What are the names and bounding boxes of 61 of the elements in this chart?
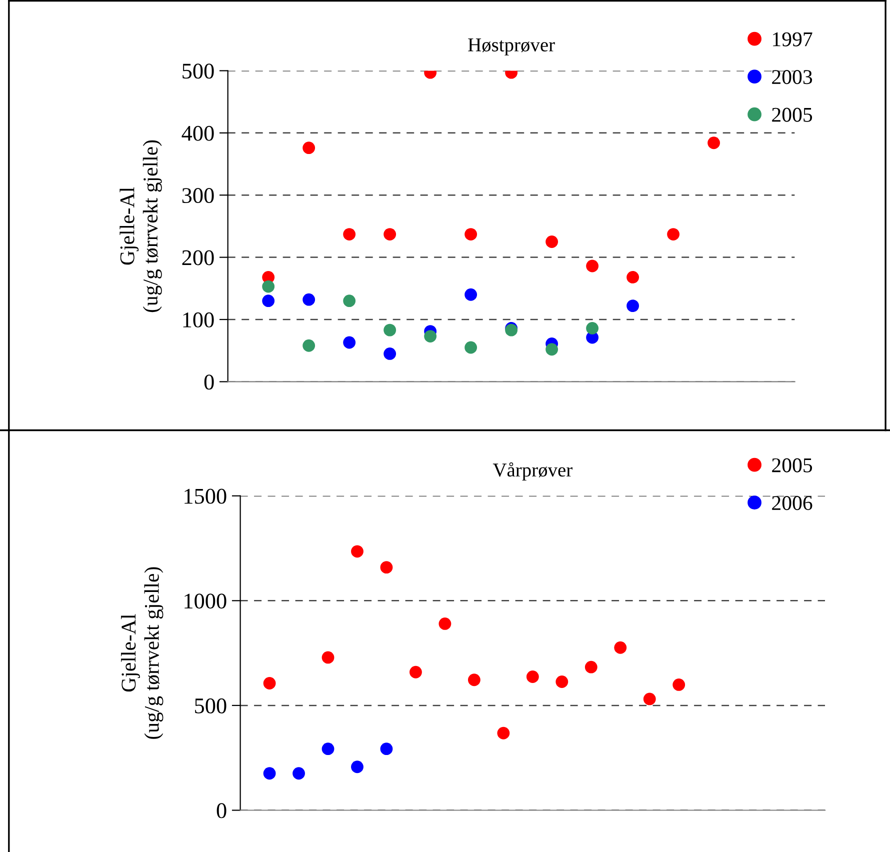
legend-label: 2003 (772, 70, 812, 84)
point (302, 293, 316, 306)
point (464, 288, 478, 301)
point (410, 666, 422, 678)
point (438, 618, 452, 630)
point (556, 676, 568, 688)
legend-label: 2005 (772, 108, 812, 122)
point (322, 742, 334, 756)
point (643, 692, 656, 706)
point (614, 641, 627, 654)
point (584, 660, 598, 674)
point (526, 670, 539, 683)
point (667, 228, 680, 241)
chart-title: Vårprøver (492, 462, 572, 481)
y-tick-label: 100 (183, 312, 214, 328)
point (626, 300, 639, 312)
point (263, 677, 276, 690)
point (263, 767, 276, 780)
point (708, 136, 720, 150)
point (262, 294, 275, 308)
point (343, 294, 356, 308)
point (380, 561, 393, 574)
legend-label: 1997 (773, 32, 812, 46)
point (626, 270, 639, 284)
point (384, 228, 396, 241)
y-axis-title: Gjelle-Al (ug/g tørrvekt gjelle) (121, 567, 164, 739)
point (343, 336, 356, 349)
y-axis-title: Gjelle-Al (ug/g tørrvekt gjelle) (120, 140, 162, 312)
point (468, 674, 480, 686)
point (546, 343, 558, 356)
point (586, 322, 599, 334)
point (302, 142, 316, 154)
y-tick-label: 0 (216, 803, 226, 818)
point (464, 341, 478, 354)
point (322, 651, 334, 664)
point (384, 347, 396, 360)
y-tick-label: 400 (182, 126, 214, 141)
y-tick-label: 300 (182, 188, 214, 204)
legend-label: 2006 (772, 496, 812, 510)
point (586, 260, 599, 272)
point (343, 228, 356, 241)
y-tick-label: 1500 (184, 488, 226, 504)
y-tick-label: 1000 (184, 594, 226, 609)
point (672, 678, 686, 691)
point (302, 339, 316, 352)
point (262, 280, 275, 293)
point (546, 236, 558, 248)
point (384, 324, 396, 336)
y-tick-label: 500 (195, 698, 226, 714)
chart-title: Høstprøver (468, 38, 555, 56)
y-tick-label: 0 (204, 374, 214, 390)
y-tick-label: 500 (182, 64, 214, 79)
point (292, 767, 305, 780)
point (351, 760, 364, 774)
y-tick-label: 200 (182, 250, 214, 266)
point (497, 726, 510, 740)
point (351, 545, 364, 558)
point (380, 742, 393, 756)
legend-label: 2005 (772, 458, 812, 472)
point (424, 330, 437, 343)
point (464, 228, 478, 241)
